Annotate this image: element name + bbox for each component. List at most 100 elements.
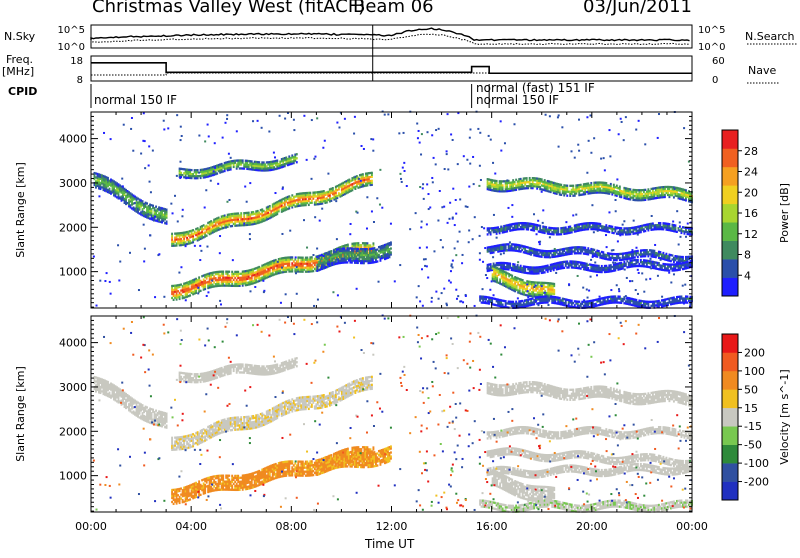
power-cell bbox=[558, 187, 561, 190]
power-cell bbox=[243, 276, 246, 279]
power-cell bbox=[186, 289, 189, 292]
power-cell bbox=[489, 180, 492, 184]
power-cell bbox=[361, 248, 364, 251]
power-cell bbox=[280, 259, 283, 262]
power-cell bbox=[228, 278, 231, 281]
power-cell bbox=[569, 184, 572, 187]
power-cell bbox=[551, 189, 554, 192]
power-cell bbox=[303, 204, 306, 207]
power-cell bbox=[301, 200, 304, 203]
power-cell bbox=[253, 222, 256, 225]
power-cell bbox=[578, 193, 581, 197]
power-cell bbox=[325, 251, 328, 255]
power-cell bbox=[259, 269, 262, 272]
power-cell bbox=[370, 246, 373, 249]
power-cell bbox=[208, 280, 211, 283]
power-cell bbox=[213, 226, 216, 229]
power-cell bbox=[220, 168, 223, 172]
power-cell bbox=[273, 214, 276, 217]
power-cell bbox=[271, 269, 274, 273]
power-cell bbox=[542, 188, 545, 191]
power-cell bbox=[633, 198, 636, 202]
power-cell bbox=[122, 190, 124, 193]
power-cell bbox=[552, 189, 555, 193]
power-cell bbox=[364, 248, 367, 251]
power-cell bbox=[292, 159, 295, 163]
power-cell bbox=[506, 185, 509, 189]
power-cell bbox=[187, 242, 190, 245]
power-cell bbox=[129, 196, 132, 199]
power-cell bbox=[196, 175, 199, 178]
power-cell bbox=[542, 182, 545, 185]
power-cell bbox=[349, 187, 352, 191]
power-cell bbox=[214, 273, 217, 276]
power-cell bbox=[587, 192, 590, 195]
power-cell bbox=[187, 230, 190, 233]
power-cell bbox=[332, 253, 335, 256]
power-cell bbox=[584, 186, 587, 190]
power-cell bbox=[515, 286, 518, 290]
power-cell bbox=[352, 186, 355, 189]
power-cell bbox=[328, 260, 331, 264]
power-cell bbox=[202, 228, 205, 231]
power-cell bbox=[349, 257, 352, 260]
power-cell bbox=[554, 188, 557, 191]
power-cell bbox=[247, 163, 250, 167]
power-cell bbox=[128, 199, 130, 202]
power-cell bbox=[515, 178, 518, 181]
power-cell bbox=[674, 226, 677, 229]
power-cell bbox=[180, 239, 183, 243]
power-cell bbox=[226, 276, 229, 279]
power-cell bbox=[192, 233, 195, 236]
power-cell bbox=[504, 182, 507, 185]
power-cell bbox=[291, 154, 294, 157]
power-cell bbox=[204, 174, 207, 177]
power-cell bbox=[621, 192, 624, 195]
power-cell bbox=[540, 188, 543, 191]
power-cell bbox=[644, 198, 647, 201]
power-cell bbox=[202, 176, 205, 179]
power-cell bbox=[228, 276, 231, 279]
power-cell bbox=[617, 193, 620, 196]
power-cell bbox=[603, 181, 606, 185]
power-cell bbox=[180, 293, 183, 296]
power-cell bbox=[295, 268, 298, 271]
power-cell bbox=[572, 186, 575, 189]
power-cell bbox=[119, 186, 121, 189]
power-cell bbox=[329, 262, 332, 265]
power-cell bbox=[618, 191, 621, 194]
power-cell bbox=[590, 187, 593, 191]
power-cell bbox=[210, 222, 213, 225]
power-cell bbox=[342, 252, 345, 256]
power-cell bbox=[361, 253, 364, 257]
power-cell bbox=[207, 171, 210, 174]
power-cell bbox=[585, 186, 588, 189]
power-cell bbox=[623, 194, 626, 198]
power-cell bbox=[608, 184, 611, 187]
power-cell bbox=[309, 195, 312, 198]
power-cell bbox=[338, 261, 341, 265]
power-cell bbox=[363, 176, 366, 180]
power-cell bbox=[325, 191, 328, 194]
power-cell bbox=[141, 202, 144, 205]
power-cell bbox=[345, 180, 348, 183]
power-cell bbox=[243, 223, 246, 227]
power-cell bbox=[331, 257, 334, 261]
power-cell bbox=[536, 228, 539, 231]
power-cell bbox=[570, 252, 573, 255]
power-cell bbox=[125, 194, 127, 198]
power-cell bbox=[327, 190, 330, 194]
power-cell bbox=[210, 174, 213, 177]
power-cell bbox=[648, 198, 651, 201]
power-cell bbox=[374, 260, 377, 264]
power-cell bbox=[128, 195, 130, 198]
power-cell bbox=[217, 284, 220, 287]
power-cell bbox=[240, 224, 243, 227]
power-cell bbox=[644, 196, 647, 199]
power-cell bbox=[494, 187, 497, 190]
power-cell bbox=[342, 187, 345, 191]
power-cell bbox=[570, 190, 573, 193]
power-cell bbox=[222, 282, 225, 285]
power-cell bbox=[500, 182, 503, 185]
power-cell bbox=[518, 178, 521, 181]
